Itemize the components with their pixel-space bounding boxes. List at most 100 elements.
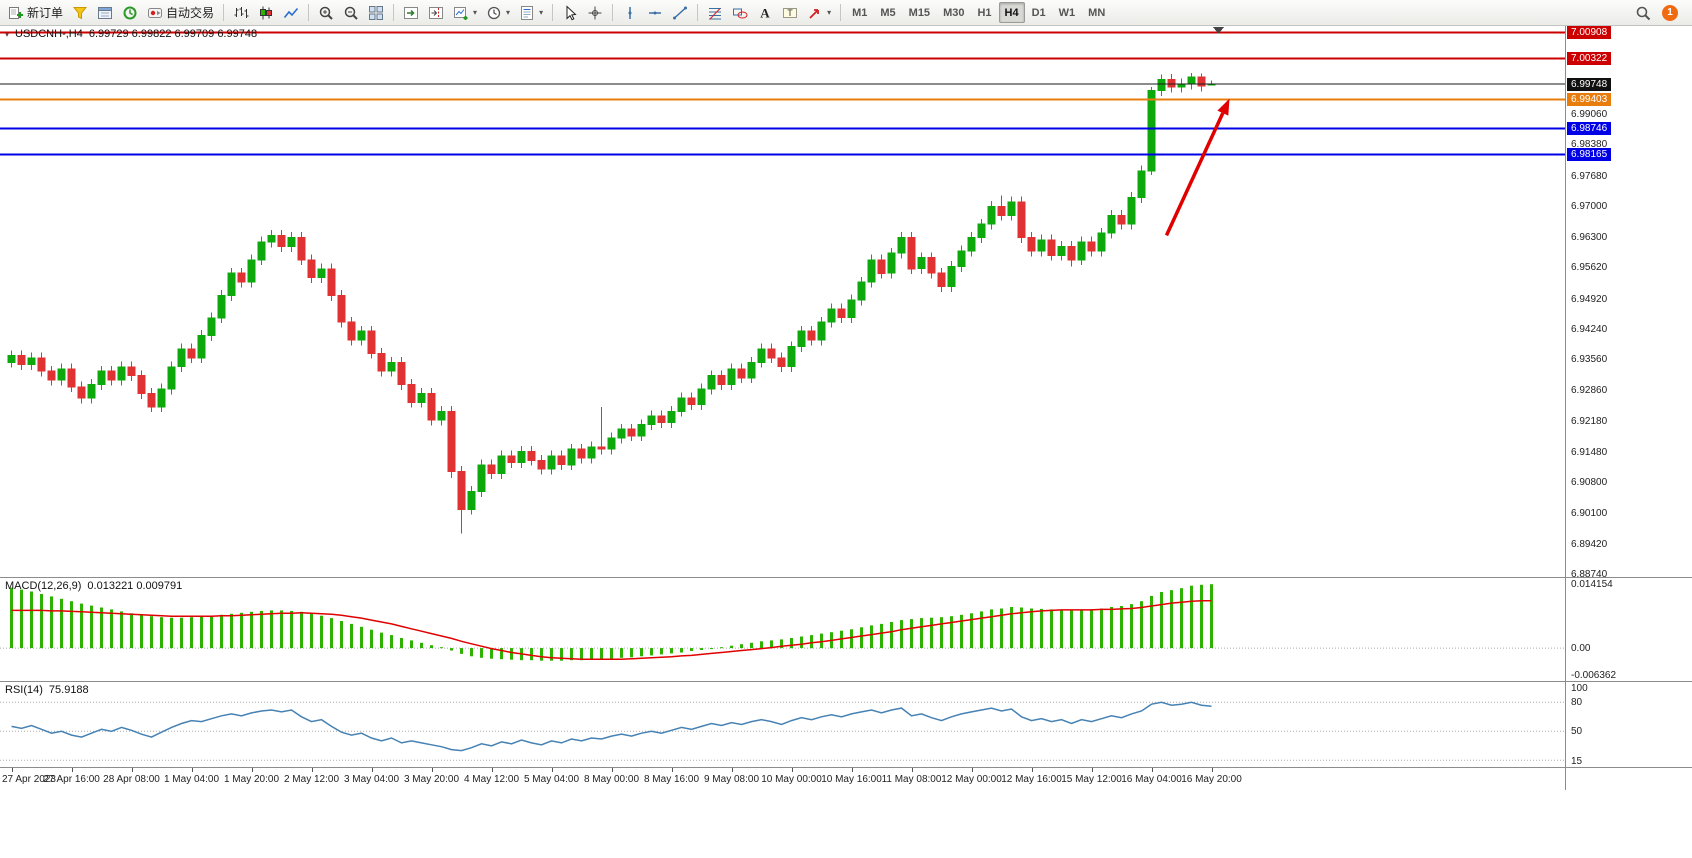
time-tick [1091, 768, 1093, 772]
vertical-line-button[interactable] [618, 2, 642, 23]
horizontal-line-button[interactable] [643, 2, 667, 23]
new-order-button[interactable]: 新订单 [4, 2, 67, 23]
time-tick [311, 768, 313, 772]
time-tick [431, 768, 433, 772]
timeframe-m15-button[interactable]: M15 [903, 2, 936, 23]
new-chart-button[interactable]: ▾ [449, 2, 481, 23]
dropdown-caret-icon: ▾ [506, 8, 511, 17]
zoom-out-button[interactable] [339, 2, 363, 23]
price-scale-label: 6.94240 [1571, 323, 1608, 335]
macd-scale-label: -0.006362 [1571, 670, 1617, 681]
rsi-scale[interactable]: 100 80 50 15 [1565, 682, 1692, 768]
time-axis-label: 10 May 16:00 [821, 774, 882, 785]
toolbar: 新订单 自动交易 ▾ ▾ ▾ A T ▾ M1 M5 M15 M30 H1 H4 D1 W1 MN 1 [0, 0, 1692, 26]
timeframe-h4-button[interactable]: H4 [998, 2, 1025, 23]
time-tick [611, 768, 613, 772]
time-tick [491, 768, 493, 772]
auto-scroll-button[interactable] [399, 2, 423, 23]
price-scale[interactable]: 6.99060 6.98380 6.97680 6.97000 6.96300 6.956… [1565, 26, 1692, 578]
toolbar-separator [393, 4, 395, 21]
macd-scale-label: 0.00 [1571, 642, 1591, 654]
cursor-icon [562, 4, 578, 21]
timeframe-d1-button[interactable]: D1 [1026, 2, 1052, 23]
price-scale-label: 6.98380 [1571, 139, 1608, 151]
bar-chart-button[interactable] [229, 2, 253, 23]
rsi-panel[interactable]: RSI(14) 75.9188 [0, 682, 1565, 768]
tester-icon [122, 5, 138, 21]
time-axis-label: 4 May 12:00 [463, 774, 520, 785]
toolbar-separator [840, 4, 842, 21]
autotrading-button[interactable]: 自动交易 [143, 2, 218, 23]
tile-windows-button[interactable] [364, 2, 388, 23]
time-axis[interactable]: 27 Apr 2023 27 Apr 16:00 28 Apr 08:00 1 May… [0, 768, 1565, 790]
main-chart-canvas[interactable] [0, 26, 1565, 577]
zoom-out-icon [343, 5, 359, 21]
timeframe-mn-button[interactable]: MN [1082, 2, 1111, 23]
rsi-canvas[interactable] [0, 682, 1565, 767]
time-tick [971, 768, 973, 772]
macd-histogram [10, 584, 1213, 661]
arrow-tool-icon [807, 5, 823, 21]
timeframe-w1-button[interactable]: W1 [1053, 2, 1082, 23]
time-axis-label: 5 May 04:00 [523, 774, 580, 785]
line-chart-button[interactable] [279, 2, 303, 23]
templates-button[interactable]: ▾ [515, 2, 547, 23]
trend-arrow-annotation[interactable] [1164, 98, 1230, 237]
time-axis-label: 16 May 04:00 [1121, 774, 1182, 785]
time-axis-label: 1 May 04:00 [163, 774, 220, 785]
price-scale-label: 6.88740 [1571, 568, 1608, 578]
timeframe-m30-button[interactable]: M30 [937, 2, 970, 23]
time-axis-label: 12 May 16:00 [1001, 774, 1062, 785]
toolbar-separator [552, 4, 554, 21]
metaeditor-button[interactable] [68, 2, 92, 23]
tile-icon [368, 5, 384, 21]
timeframe-m1-button[interactable]: M1 [846, 2, 873, 23]
fibo-icon [707, 5, 723, 21]
periods-button[interactable]: ▾ [482, 2, 514, 23]
crosshair-button[interactable] [583, 2, 607, 23]
main-chart-panel[interactable]: ▾ USDCNH-,H4 6.99729 6.99822 6.99709 6.9… [0, 26, 1565, 578]
strategy-tester-button[interactable] [118, 2, 142, 23]
fibonacci-button[interactable] [703, 2, 727, 23]
timeframe-h1-button[interactable]: H1 [971, 2, 997, 23]
axis-corner [1565, 768, 1692, 790]
terminal-button[interactable] [93, 2, 117, 23]
trendline-button[interactable] [668, 2, 692, 23]
text-button[interactable]: A [753, 2, 777, 23]
trendline-icon [672, 5, 688, 21]
shapes-button[interactable] [728, 2, 752, 23]
crosshair-icon [587, 5, 603, 21]
price-scale-label: 6.95620 [1571, 262, 1608, 274]
price-tag: 7.00322 [1567, 51, 1612, 65]
time-axis-label: 27 Apr 16:00 [43, 774, 100, 785]
text-label-button[interactable]: T [778, 2, 802, 23]
autotrading-button-label: 自动交易 [166, 6, 215, 20]
price-scale-label: 6.91480 [1571, 446, 1608, 458]
cursor-button[interactable] [558, 2, 582, 23]
toolbar-separator [223, 4, 225, 21]
notification-badge[interactable]: 1 [1662, 4, 1678, 21]
price-scale-label: 6.97000 [1571, 200, 1608, 212]
zoom-in-button[interactable] [314, 2, 338, 23]
svg-text:A: A [760, 5, 770, 20]
price-scale-label: 6.93560 [1571, 354, 1608, 366]
macd-canvas[interactable] [0, 578, 1565, 681]
time-axis-label: 8 May 00:00 [583, 774, 640, 785]
arrows-button[interactable]: ▾ [803, 2, 835, 23]
macd-scale[interactable]: 0.014154 0.00 -0.006362 [1565, 578, 1692, 682]
price-tag: 7.00908 [1567, 26, 1612, 39]
new-order-button-label: 新订单 [27, 6, 64, 20]
time-axis-label: 27 Apr 2023 [2, 774, 56, 785]
timeframe-m5-button[interactable]: M5 [874, 2, 901, 23]
autotrading-icon [147, 5, 163, 21]
macd-panel[interactable]: MACD(12,26,9) 0.013221 0.009791 [0, 578, 1565, 682]
time-axis-label: 12 May 00:00 [941, 774, 1002, 785]
candlestick-button[interactable] [254, 2, 278, 23]
price-tag: 6.98746 [1567, 122, 1612, 136]
search-button[interactable] [1631, 2, 1655, 23]
time-axis-label: 10 May 00:00 [761, 774, 822, 785]
time-axis-label: 3 May 04:00 [343, 774, 400, 785]
chart-shift-marker-icon[interactable] [1213, 27, 1224, 34]
chart-shift-button[interactable] [424, 2, 448, 23]
new-chart-icon [453, 5, 469, 21]
